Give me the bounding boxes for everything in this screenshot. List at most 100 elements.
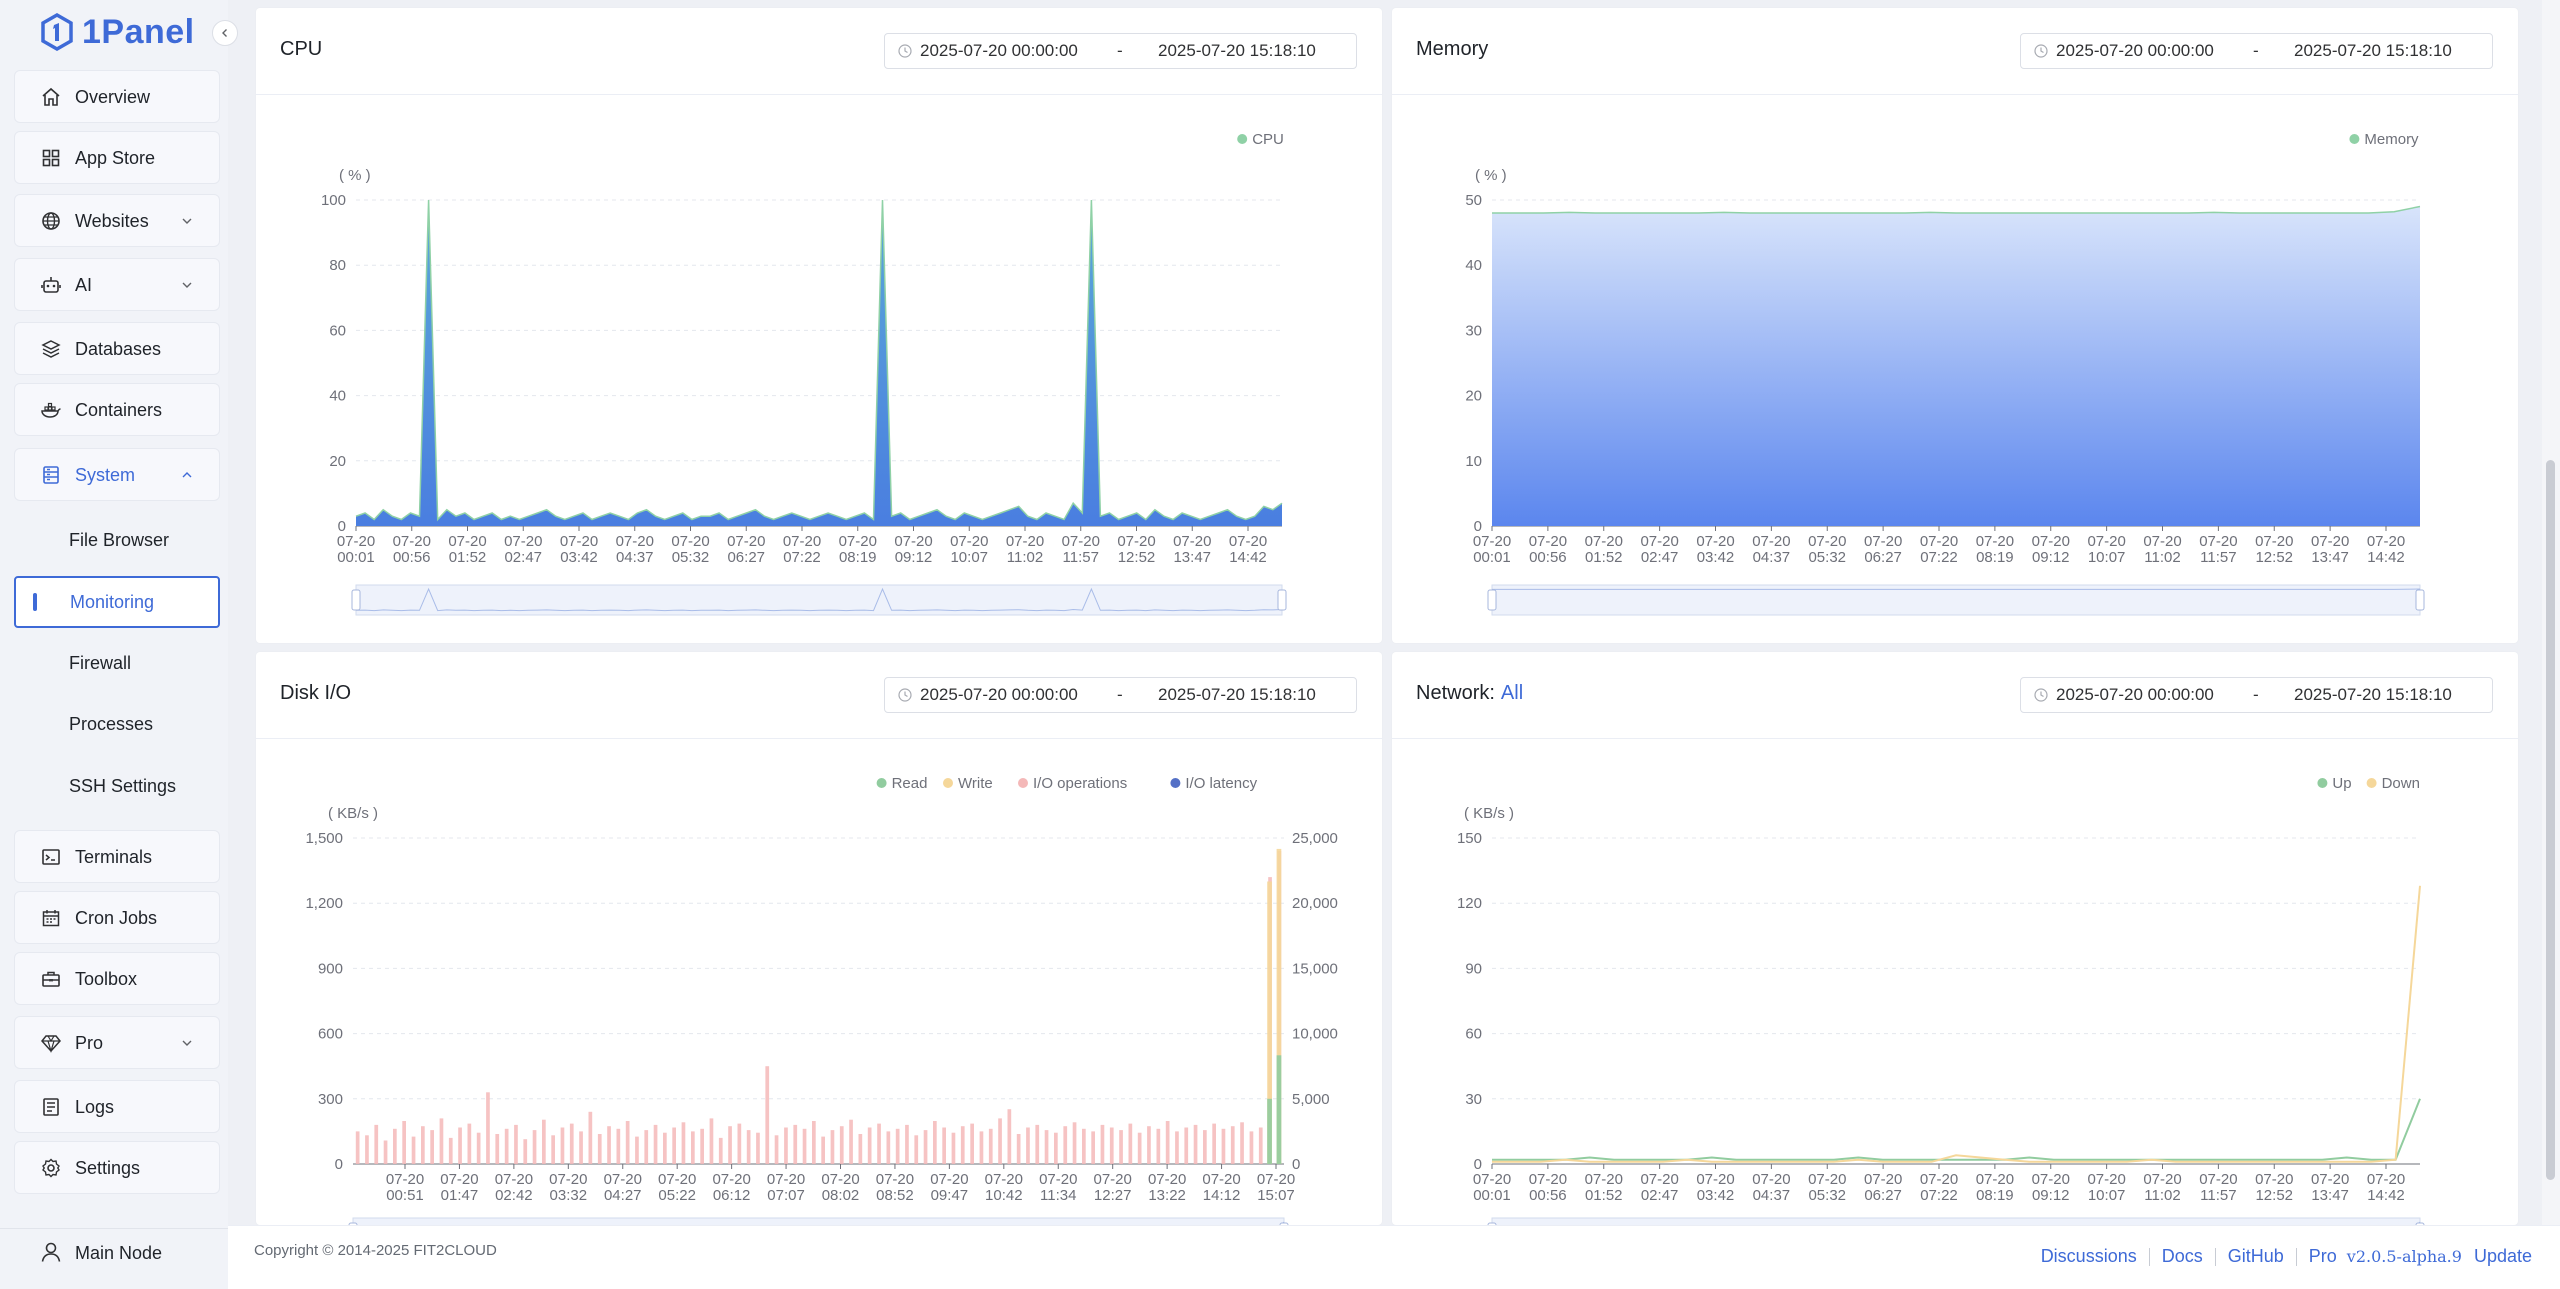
sidebar-subitem-ssh-settings[interactable]: SSH Settings	[14, 760, 220, 812]
sidebar-subitem-firewall[interactable]: Firewall	[14, 637, 220, 689]
sidebar-item-system[interactable]: System	[14, 448, 220, 501]
sidebar-item-overview[interactable]: Overview	[14, 70, 220, 123]
x-tick-label-line: 07-20	[2087, 1171, 2125, 1188]
sidebar-item-websites[interactable]: Websites	[14, 194, 220, 247]
clock-icon	[2034, 688, 2048, 702]
collapse-sidebar-button[interactable]	[212, 20, 238, 46]
page-scrollbar-thumb[interactable]	[2546, 460, 2555, 1180]
x-tick-label-line: 07-20	[2255, 1171, 2293, 1188]
x-tick-label-line: 07-20	[1585, 1171, 1623, 1188]
sidebar-item-logs[interactable]: Logs	[14, 1080, 220, 1133]
sidebar-item-databases[interactable]: Databases	[14, 322, 220, 375]
discussions-link[interactable]: Discussions	[2041, 1246, 2137, 1267]
chevron-down-icon	[179, 277, 195, 293]
x-tick-label-line: 07-20	[1529, 1171, 1567, 1188]
x-tick-label-line: 07-20	[2032, 533, 2070, 550]
network-date-range-picker[interactable]: 2025-07-20 00:00:00 - 2025-07-20 15:18:1…	[2020, 677, 2493, 713]
x-tick-label-line: 07-20	[1976, 1171, 2014, 1188]
date-range-start[interactable]: 2025-07-20 00:00:00	[920, 42, 1078, 60]
disk-date-range-picker[interactable]: 2025-07-20 00:00:00 - 2025-07-20 15:18:1…	[884, 677, 1357, 713]
disk-io-chart[interactable]: ( KB/s )03006009001,2001,50005,00010,000…	[256, 738, 1382, 1225]
sidebar-subitem-processes[interactable]: Processes	[14, 698, 220, 750]
panel-title: Disk I/O	[280, 682, 351, 704]
y-tick-label: 30	[1465, 322, 1482, 339]
logo-text: 1Panel	[82, 13, 195, 52]
disk-io-operations-bar	[793, 1125, 797, 1164]
sidebar-item-app-store[interactable]: App Store	[14, 131, 220, 184]
date-range-start[interactable]: 2025-07-20 00:00:00	[920, 686, 1078, 704]
sidebar-item-terminals[interactable]: Terminals	[14, 830, 220, 883]
date-range-start[interactable]: 2025-07-20 00:00:00	[2056, 42, 2214, 60]
clock-icon	[898, 44, 912, 58]
disk-io-operations-bar	[1082, 1129, 1086, 1164]
disk-io-operations-bar	[1026, 1128, 1030, 1165]
x-tick-label-line: 07-20	[950, 533, 988, 550]
y-tick-label: 1,500	[305, 830, 343, 847]
docs-link[interactable]: Docs	[2162, 1246, 2203, 1267]
disk-io-operations-bar	[700, 1129, 704, 1164]
update-link[interactable]: Update	[2474, 1246, 2532, 1267]
x-tick-label-line: 02:47	[1641, 1187, 1679, 1204]
x-tick-label-line: 07-20	[1585, 533, 1623, 550]
x-tick-label-line: 07-20	[1752, 533, 1790, 550]
y-tick-label: 20	[1465, 388, 1482, 405]
date-range-start[interactable]: 2025-07-20 00:00:00	[2056, 686, 2214, 704]
x-tick-label-line: 07:22	[1920, 549, 1958, 566]
legend-item: Up	[2317, 775, 2351, 792]
x-tick-label-line: 07-20	[2311, 1171, 2349, 1188]
sidebar-item-ai[interactable]: AI	[14, 258, 220, 311]
memory-panel: Memory 2025-07-20 00:00:00 - 2025-07-20 …	[1392, 8, 2518, 643]
network-filter-select[interactable]: All	[1501, 682, 1523, 704]
date-range-end[interactable]: 2025-07-20 15:18:10	[2294, 42, 2452, 60]
x-tick-label-line: 07-20	[1039, 1171, 1077, 1188]
node-switcher[interactable]: Main Node	[0, 1228, 228, 1289]
sidebar: 1Panel Overview App Store Websites AI	[0, 0, 228, 1288]
x-tick-label-line: 00:01	[1473, 1187, 1511, 1204]
disk-io-operations-bar	[952, 1133, 956, 1164]
sidebar-item-settings[interactable]: Settings	[14, 1141, 220, 1194]
sidebar-item-toolbox[interactable]: Toolbox	[14, 952, 220, 1005]
disk-io-operations-bar	[831, 1130, 835, 1164]
logo[interactable]: 1Panel	[40, 8, 195, 56]
disk-io-operations-bar	[523, 1139, 527, 1164]
cpu-date-range-picker[interactable]: 2025-07-20 00:00:00 - 2025-07-20 15:18:1…	[884, 33, 1357, 69]
date-range-end[interactable]: 2025-07-20 15:18:10	[1158, 42, 1316, 60]
y-tick-label: 40	[1465, 257, 1482, 274]
sidebar-subitem-monitoring[interactable]: Monitoring	[14, 576, 220, 628]
memory-date-range-picker[interactable]: 2025-07-20 00:00:00 - 2025-07-20 15:18:1…	[2020, 33, 2493, 69]
sidebar-item-cron-jobs[interactable]: Cron Jobs	[14, 891, 220, 944]
sidebar-item-label: AI	[75, 275, 92, 295]
datazoom-handle-left	[1488, 590, 1496, 610]
sidebar-item-pro[interactable]: Pro	[14, 1016, 220, 1069]
terminal-icon	[41, 847, 61, 867]
date-range-end[interactable]: 2025-07-20 15:18:10	[2294, 686, 2452, 704]
sidebar-subitem-file-browser[interactable]: File Browser	[14, 514, 220, 566]
pro-link[interactable]: Pro	[2309, 1246, 2337, 1267]
date-range-end[interactable]: 2025-07-20 15:18:10	[1158, 686, 1316, 704]
panel-title: Network:All	[1416, 682, 1523, 704]
github-link[interactable]: GitHub	[2228, 1246, 2284, 1267]
home-icon	[41, 87, 61, 107]
divider	[2215, 1248, 2216, 1266]
sidebar-item-containers[interactable]: Containers	[14, 383, 220, 436]
x-tick-label-line: 08:52	[876, 1187, 914, 1204]
x-tick-label-line: 01:47	[441, 1187, 479, 1204]
